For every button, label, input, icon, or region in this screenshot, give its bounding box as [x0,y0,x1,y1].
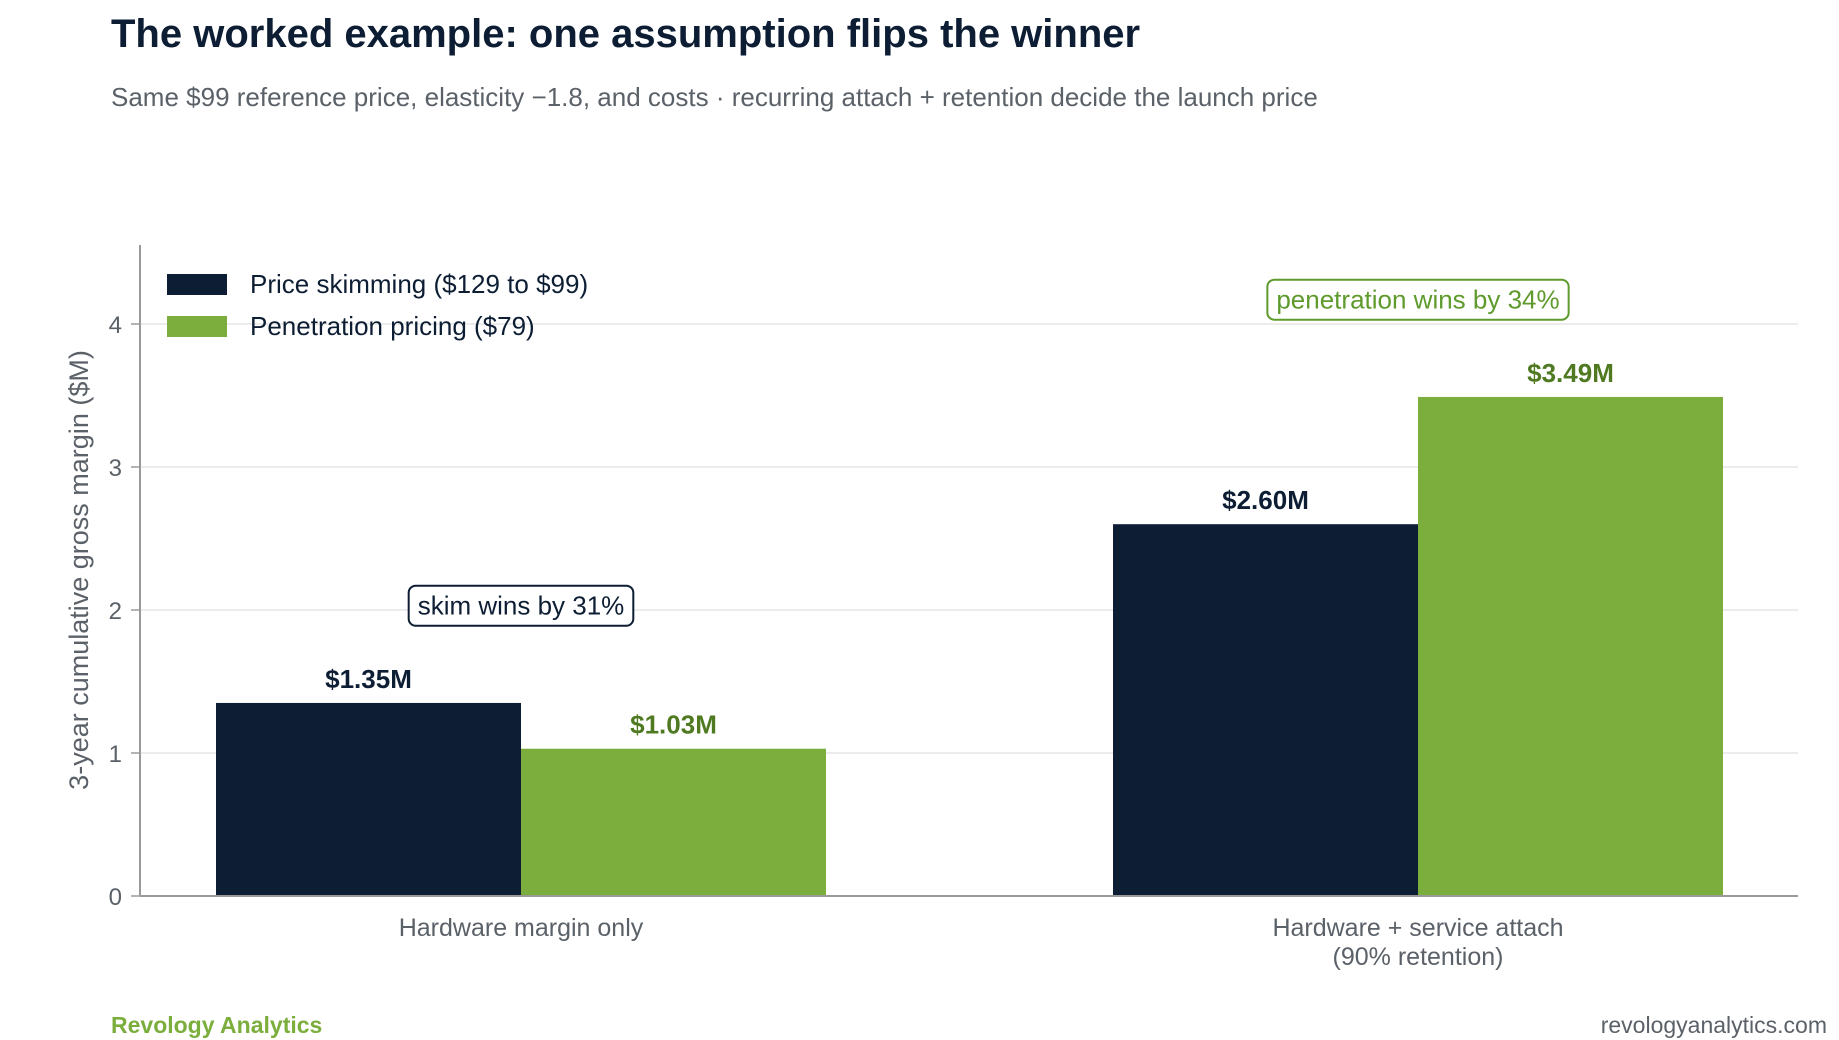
x-tick-label: Hardware + service attach [1272,914,1563,942]
footer-url: revologyanalytics.com [1600,1012,1827,1038]
bar [521,748,826,896]
x-tick-label: Hardware margin only [399,914,644,942]
bar [1418,396,1723,896]
legend-label: Penetration pricing ($79) [250,311,535,341]
footer-brand: Revology Analytics [111,1012,323,1038]
y-tick-label: 1 [109,741,122,768]
data-label: $1.03M [630,710,717,740]
legend: Price skimming ($129 to $99) Penetration … [167,269,588,341]
x-tick-label: (90% retention) [1333,943,1504,971]
y-tick-label: 0 [109,884,122,911]
annotation: penetration wins by 34% [1266,278,1570,321]
legend-label: Price skimming ($129 to $99) [250,269,588,299]
y-tick-label: 2 [109,598,122,625]
annotation-text: penetration wins by 34% [1276,285,1559,315]
annotation: skim wins by 31% [407,584,635,627]
chart-subtitle: Same $99 reference price, elasticity −1.… [111,82,1318,112]
annotation-box [1266,278,1570,321]
chart-title: The worked example: one assumption flips… [111,12,1141,56]
y-axis-label: 3-year cumulative gross margin ($M) [64,350,94,790]
legend-swatch [167,274,227,295]
legend-swatch [167,316,227,337]
data-label: $2.60M [1222,485,1309,515]
axes: 0 1 2 3 4 Hardware margin only Hardware + serv… [64,245,1798,971]
bar [1113,524,1418,896]
bars [216,396,1723,896]
y-tick-label: 4 [109,312,122,339]
data-label: $1.35M [325,664,412,694]
annotation-text: skim wins by 31% [418,591,625,621]
annotations: skim wins by 31% penetration wins by 34% [407,278,1570,627]
data-label: $3.49M [1527,358,1614,388]
annotation-box [407,584,635,627]
data-labels: $1.35M $2.60M $1.03M $3.49M [325,358,1614,740]
y-tick-label: 3 [109,455,122,482]
bar [216,702,521,896]
